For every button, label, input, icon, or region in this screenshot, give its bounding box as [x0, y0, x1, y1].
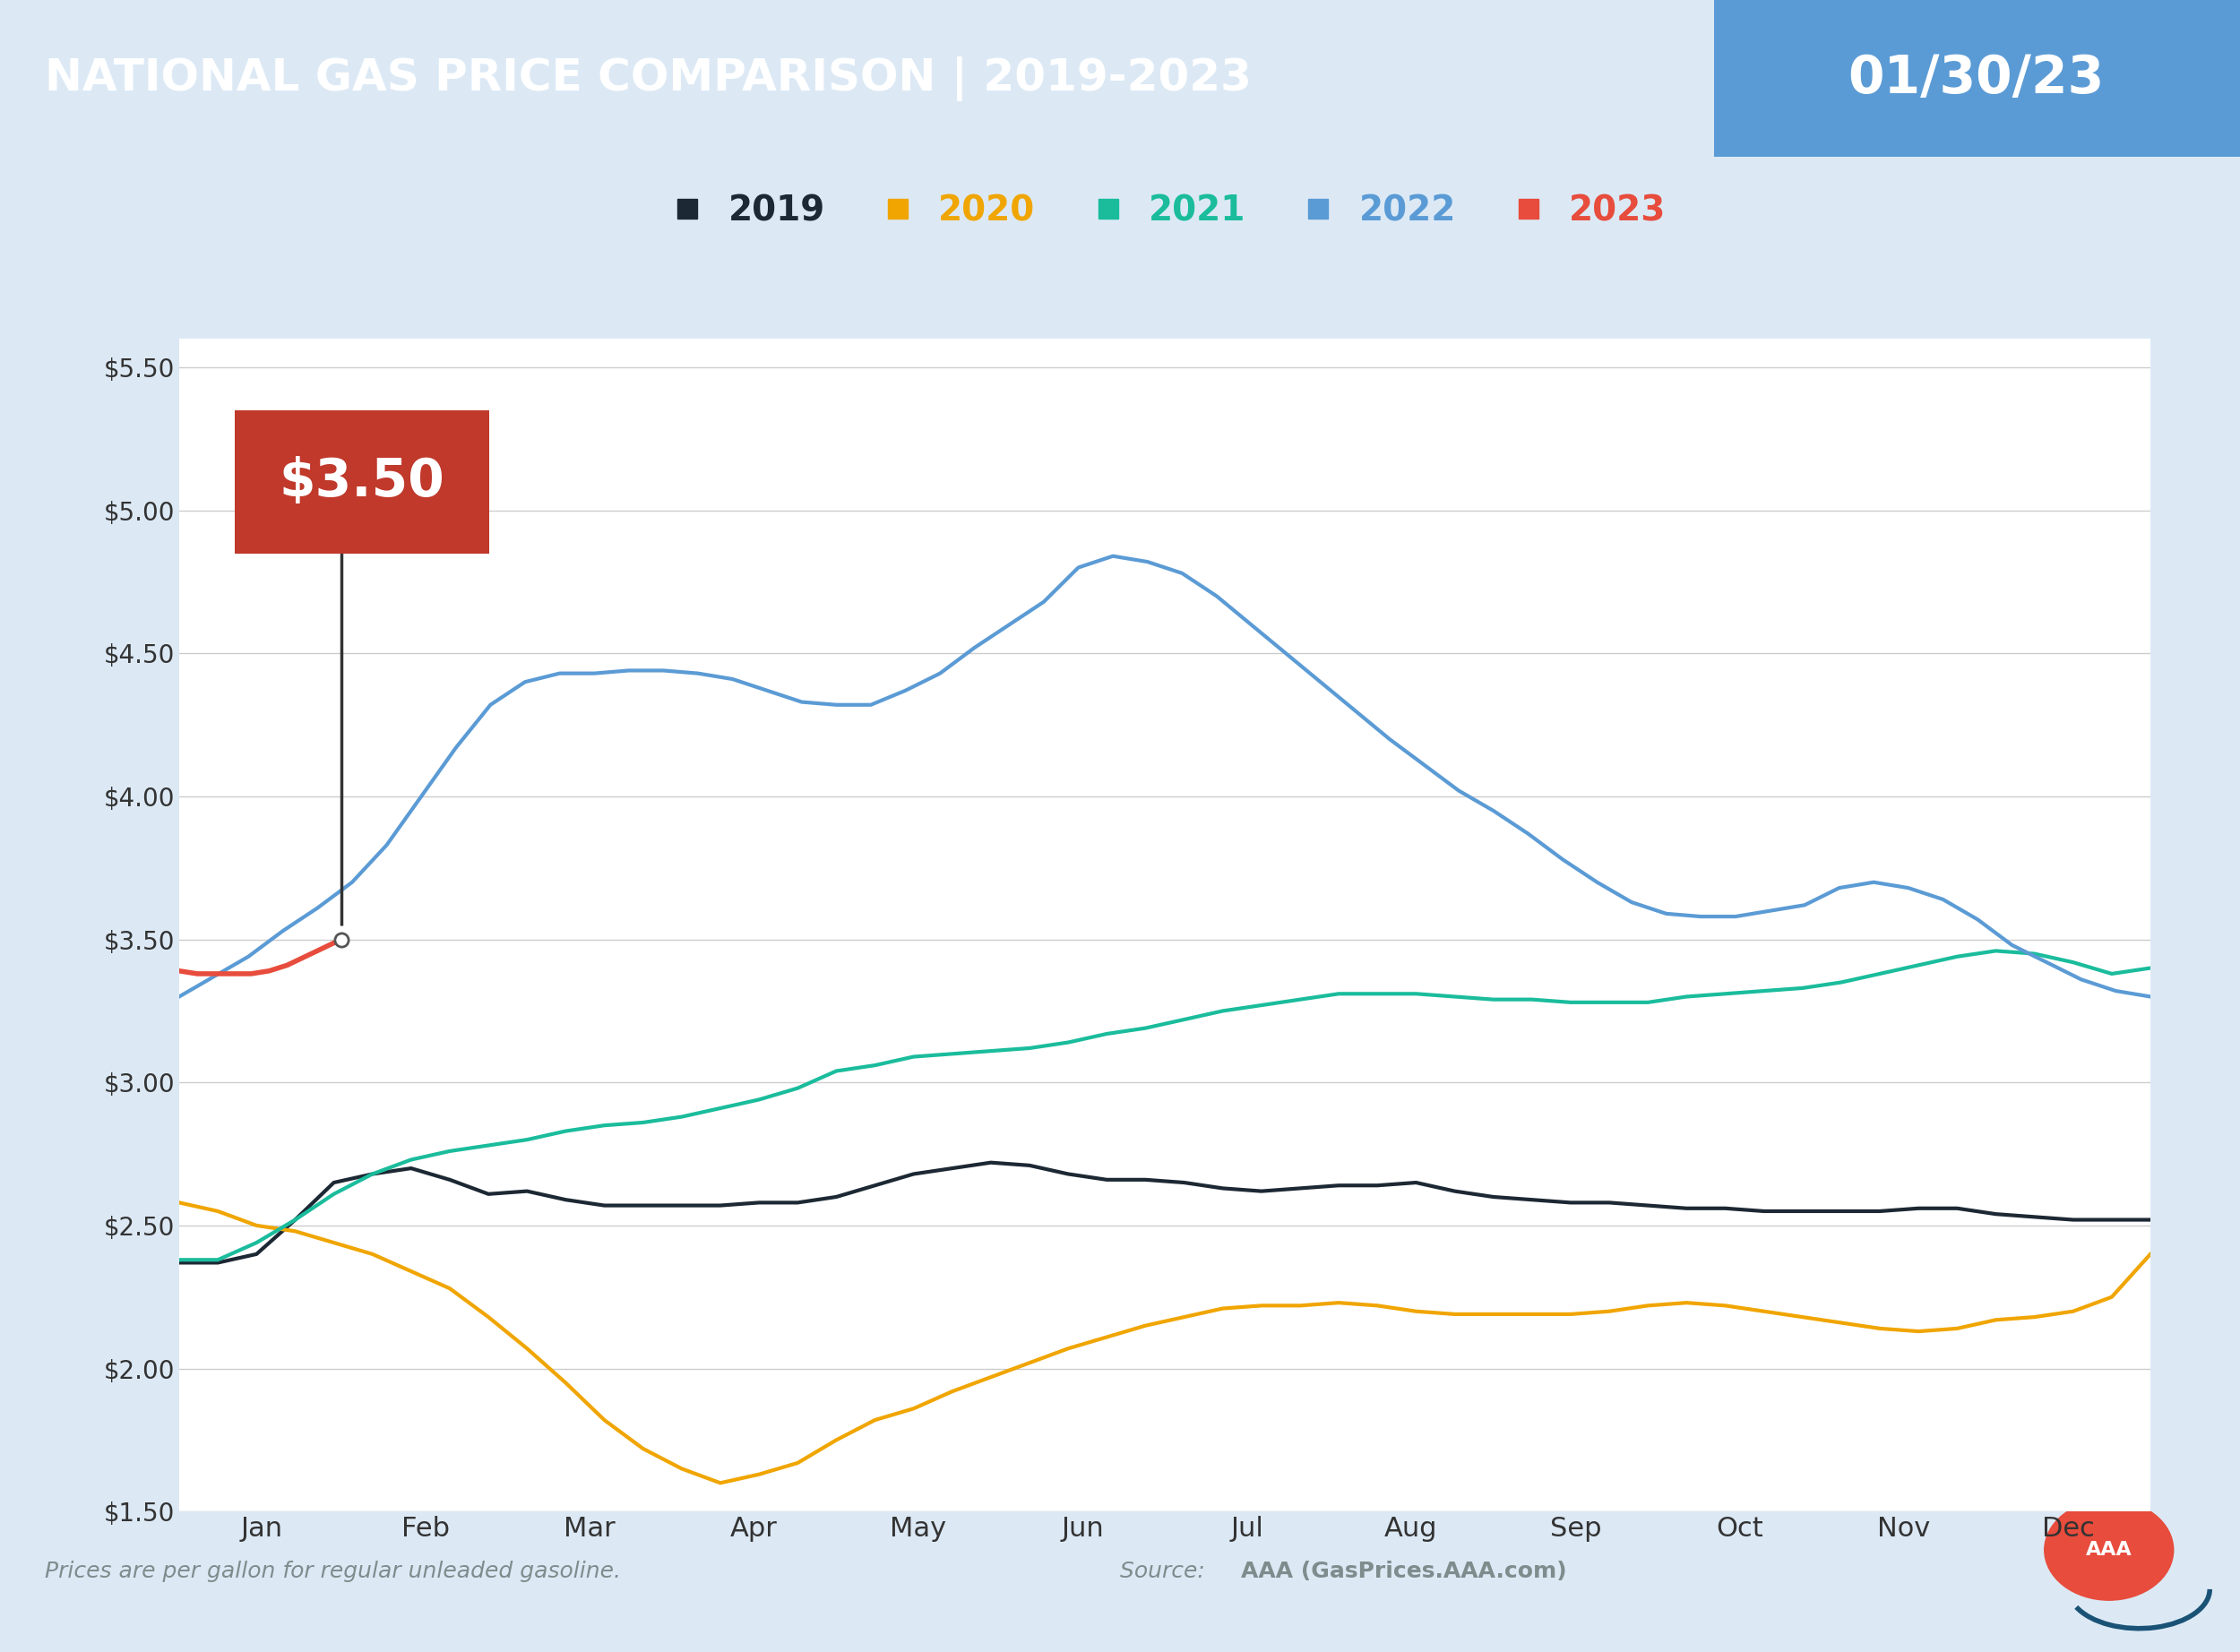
FancyBboxPatch shape — [1714, 0, 2240, 157]
Text: $3.50: $3.50 — [280, 456, 444, 507]
Text: AAA (GasPrices.AAA.com): AAA (GasPrices.AAA.com) — [1241, 1561, 1566, 1583]
FancyBboxPatch shape — [235, 410, 488, 553]
Legend: 2019, 2020, 2021, 2022, 2023: 2019, 2020, 2021, 2022, 2023 — [650, 182, 1680, 241]
Text: Source:: Source: — [1120, 1561, 1212, 1583]
Point — [323, 927, 358, 953]
Text: AAA: AAA — [2085, 1541, 2132, 1559]
Text: 01/30/23: 01/30/23 — [1848, 53, 2103, 104]
Text: Prices are per gallon for regular unleaded gasoline.: Prices are per gallon for regular unlead… — [45, 1561, 620, 1583]
Text: NATIONAL GAS PRICE COMPARISON | 2019-2023: NATIONAL GAS PRICE COMPARISON | 2019-202… — [45, 56, 1252, 101]
Circle shape — [2045, 1500, 2173, 1601]
